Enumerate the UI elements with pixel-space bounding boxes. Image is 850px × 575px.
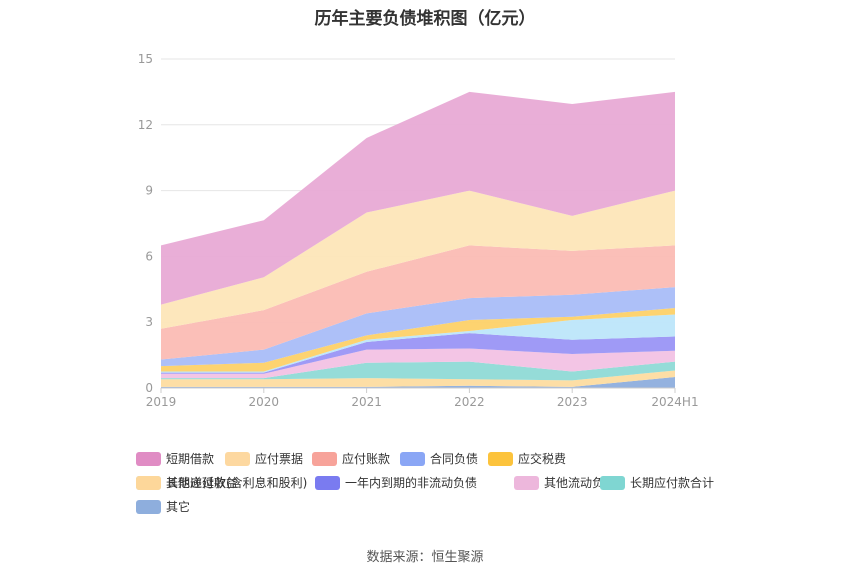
area-series (161, 287, 675, 367)
area-series (161, 333, 675, 374)
y-tick-label: 9 (145, 184, 153, 198)
legend-item[interactable]: 短期借款 (136, 450, 214, 466)
legend-swatch (312, 451, 337, 466)
data-source-note: 数据来源：恒生聚源 (366, 550, 484, 565)
legend-label: 合同负债 (430, 452, 479, 466)
x-tick-label: 2022 (454, 395, 485, 409)
legend-item[interactable]: 应付票据 (225, 450, 303, 466)
legend-label: 其它 (166, 500, 191, 514)
y-tick-label: 15 (138, 52, 153, 66)
legend-label: 其他流动负债 (544, 476, 617, 490)
x-tick-label: 2021 (351, 395, 382, 409)
chart-title: 历年主要负债堆积图（亿元） (314, 9, 536, 29)
legend-label: 应付票据 (255, 452, 304, 466)
legend-label: 短期借款 (166, 452, 215, 466)
legend-item[interactable]: 其它 (136, 498, 190, 514)
legend-label: 长期递延收益 (166, 476, 239, 490)
y-tick-label: 3 (145, 315, 153, 329)
legend-item[interactable]: 应交税费 (488, 450, 566, 466)
legend-label: 应付账款 (342, 452, 391, 466)
legend-swatch (488, 451, 513, 466)
area-series (161, 245, 675, 360)
area-series (161, 361, 675, 381)
legend-swatch (136, 475, 161, 490)
x-tick-label: 2024H1 (651, 395, 698, 409)
x-tick-label: 2019 (146, 395, 177, 409)
legend-swatch (136, 451, 161, 466)
legend-item[interactable]: 应付账款 (312, 450, 390, 466)
legend-swatch (225, 451, 250, 466)
legend-swatch (600, 475, 625, 490)
area-series (161, 348, 675, 379)
legend-label: 长期应付款合计 (630, 476, 715, 490)
legend-label: 应交税费 (518, 452, 567, 466)
legend-swatch (400, 451, 425, 466)
legend-item[interactable]: 合同负债 (400, 450, 478, 466)
chart-plot: 0 3 6 9 12 15 2019 2020 2021 2022 2023 2024H1 (138, 52, 699, 409)
y-tick-label: 0 (145, 381, 153, 395)
area-series (161, 91, 675, 305)
y-tick-label: 6 (145, 249, 153, 263)
legend-item[interactable]: 其他流动负债 (514, 474, 616, 490)
area-series (161, 307, 675, 372)
legend-item[interactable]: 长期递延收益 (136, 474, 238, 490)
legend-swatch (136, 499, 161, 514)
area-series (161, 190, 675, 329)
area-series (161, 370, 675, 387)
legend-label: 其他应付款(含利息和股利) (166, 476, 308, 490)
legend-swatch (315, 475, 340, 490)
area-series (161, 314, 675, 373)
legend-label: 一年内到期的非流动负债 (345, 476, 478, 490)
legend-item[interactable]: 一年内到期的非流动负债 (315, 474, 477, 490)
y-tick-label: 12 (138, 118, 153, 132)
legend-swatch (514, 475, 539, 490)
legend-item[interactable]: 长期应付款合计 (600, 474, 714, 490)
x-tick-label: 2023 (557, 395, 588, 409)
x-tick-label: 2020 (249, 395, 280, 409)
